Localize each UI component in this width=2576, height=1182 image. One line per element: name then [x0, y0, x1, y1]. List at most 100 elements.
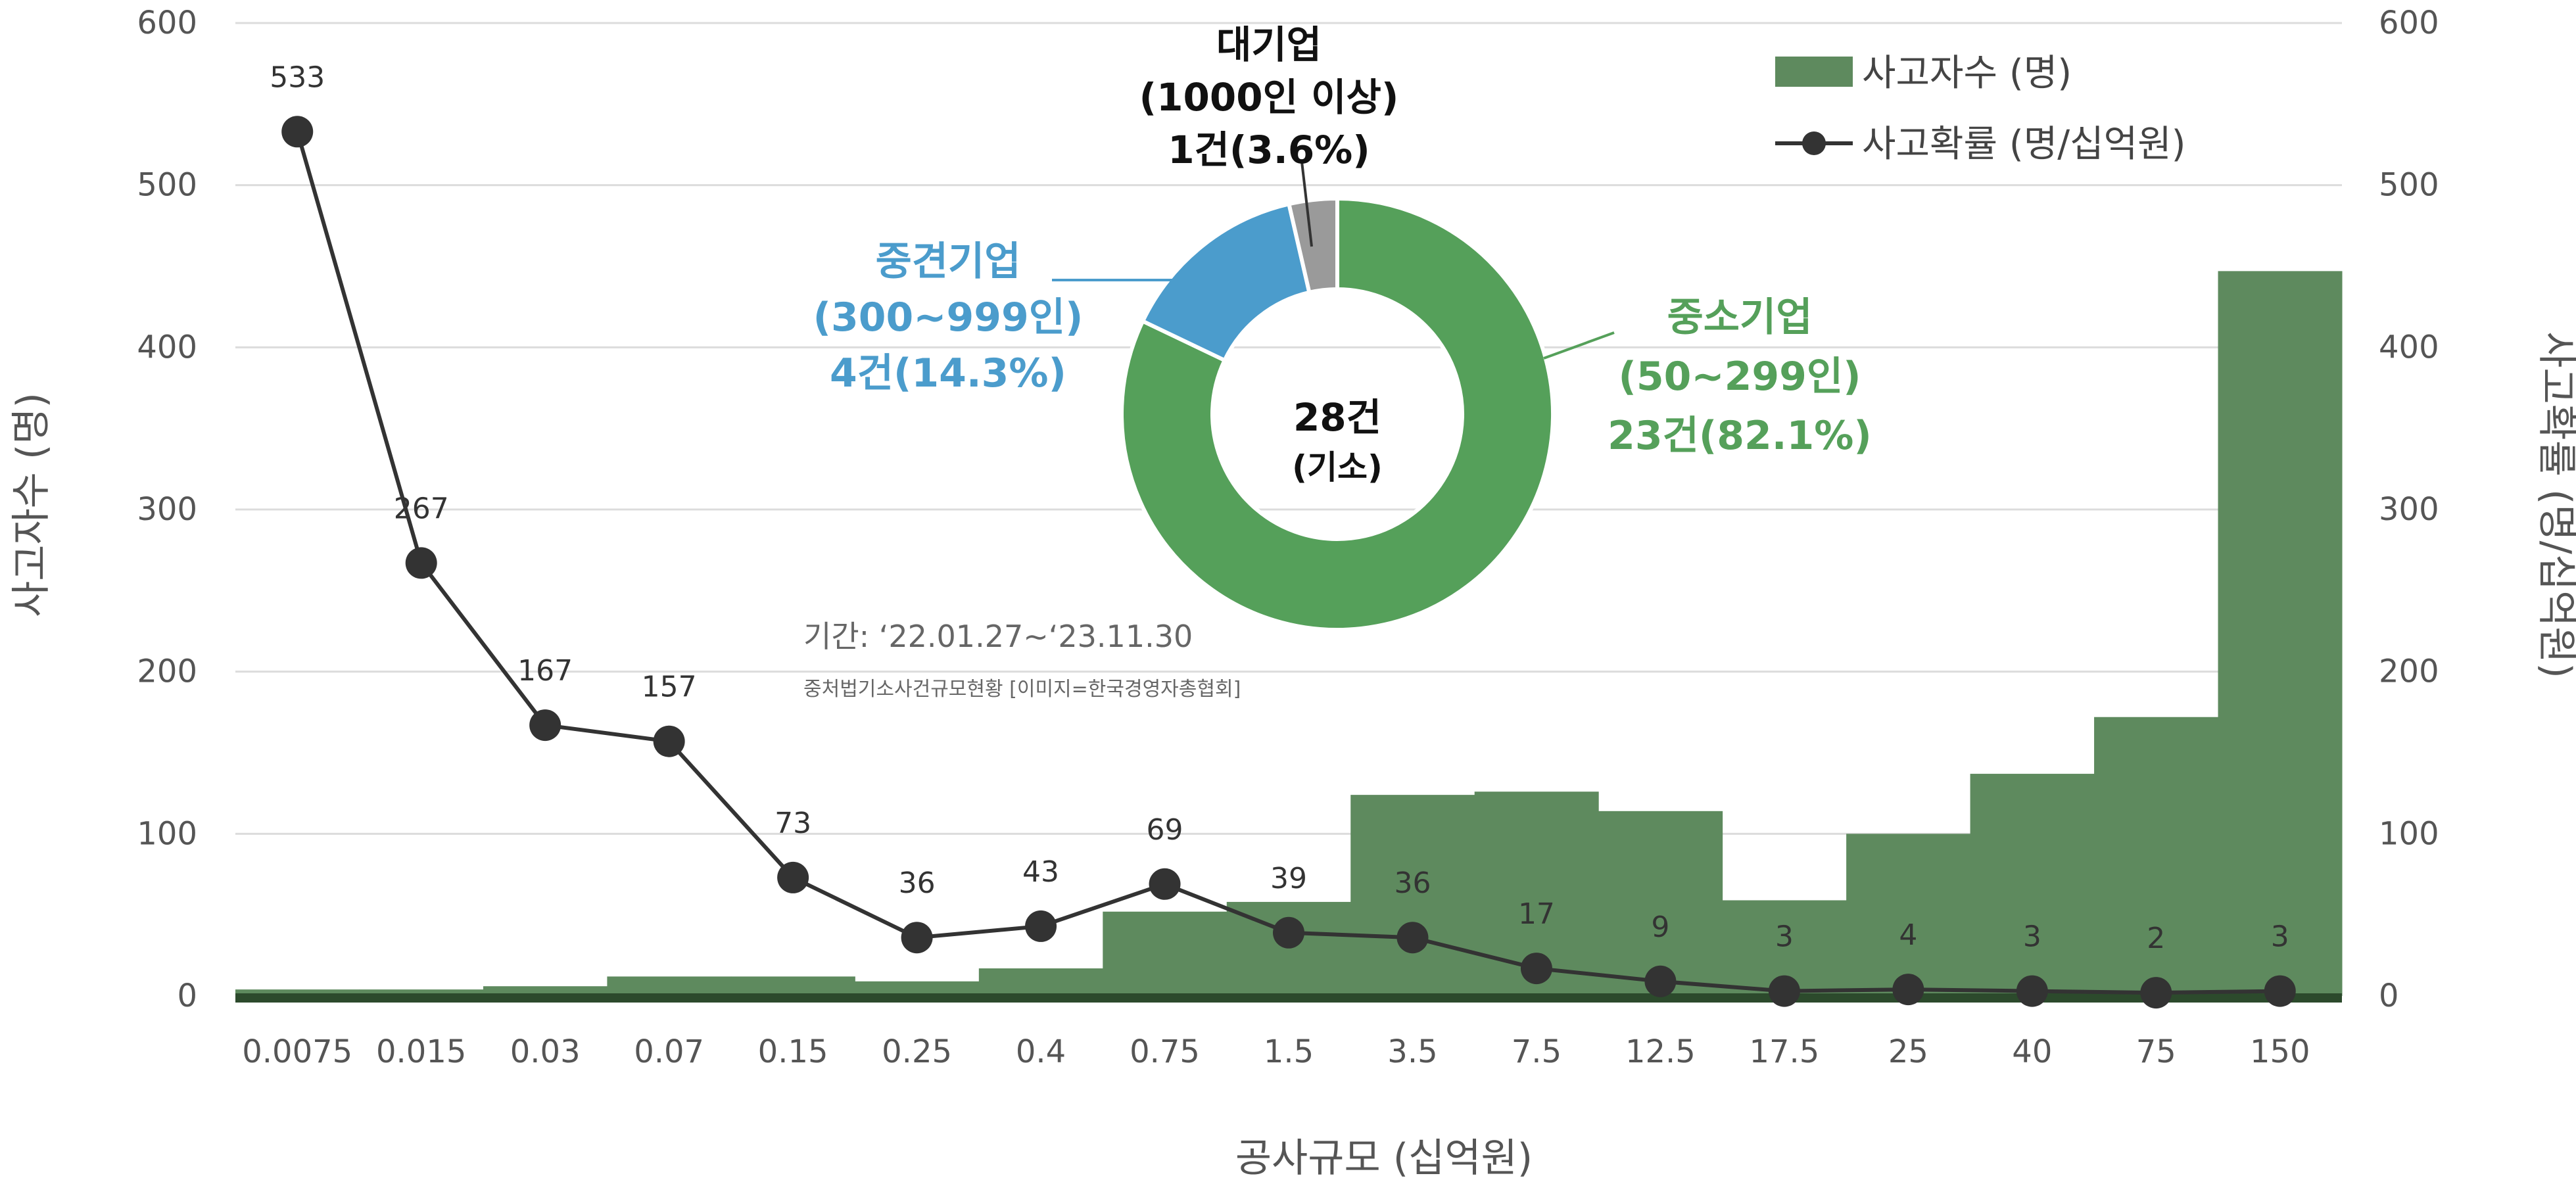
line-point — [1892, 974, 1924, 1006]
x-tick-label: 17.5 — [1749, 1033, 1819, 1070]
line-point — [1396, 922, 1429, 954]
x-tick-label: 0.03 — [510, 1033, 581, 1070]
bar — [978, 968, 1103, 996]
left-y-tick-label: 100 — [137, 815, 197, 852]
legend-line-marker — [1802, 131, 1826, 155]
bar — [607, 976, 732, 996]
donut-center-subtext: (기소) — [1292, 448, 1383, 486]
bar — [359, 989, 484, 996]
line-point — [1520, 953, 1552, 985]
bar — [2094, 717, 2219, 996]
data-label: 3 — [2271, 920, 2289, 954]
donut-slices — [1120, 196, 1555, 632]
x-tick-label: 0.07 — [634, 1033, 704, 1070]
bar — [730, 976, 855, 996]
x-ticks: 0.0075 0.015 0.03 0.07 0.15 0.25 0.4 0.75 1.5 3.5… — [242, 1033, 2310, 1070]
x-tick-label: 0.15 — [758, 1033, 828, 1070]
x-tick-label: 0.25 — [882, 1033, 952, 1070]
data-label: 69 — [1147, 813, 1183, 847]
x-tick-label: 7.5 — [1512, 1033, 1562, 1070]
sme-leader — [1543, 331, 1615, 360]
right-y-tick-label: 400 — [2379, 329, 2439, 366]
legend-bar-label: 사고자수 (명) — [1862, 52, 2072, 95]
sme-detail: (50~299인) — [1618, 354, 1861, 400]
midsize-enterprise-detail: (300~999인) — [813, 295, 1084, 341]
right-y-ticks: 0 100 200 300 400 500 600 — [2379, 5, 2439, 1014]
data-label: 39 — [1270, 862, 1307, 895]
bar-series — [235, 271, 2343, 996]
data-label: 17 — [1518, 897, 1555, 931]
right-y-tick-label: 100 — [2379, 815, 2439, 852]
large-enterprise-value: 1건(3.6%) — [1168, 128, 1370, 172]
bar — [2218, 271, 2343, 996]
inset-donut-chart: 28건 (기소) 대기업 (1000인 이상) 1건(3.6%) 중견기업 (3… — [813, 22, 1872, 632]
data-label: 533 — [270, 60, 325, 94]
bar — [1350, 795, 1475, 996]
baseline-band — [235, 993, 2342, 1003]
line-point — [2016, 975, 2048, 1007]
donut-center-total: 28건 — [1293, 395, 1381, 440]
left-y-tick-label: 300 — [137, 491, 197, 528]
legend-line-label: 사고확률 (명/십억원) — [1862, 123, 2186, 166]
data-label: 43 — [1022, 855, 1059, 889]
line-point — [901, 922, 933, 954]
bar — [1598, 811, 1723, 996]
line-point — [405, 547, 437, 579]
x-axis-baseline — [235, 993, 2342, 1003]
legend-bar-swatch — [1775, 57, 1853, 87]
source-note: 중처법기소사건규모현황 [이미지=한국경영자총협회] — [803, 678, 1241, 701]
left-y-tick-label: 0 — [177, 978, 197, 1014]
left-y-axis-title: 사고자수 (명) — [9, 392, 55, 617]
x-tick-label: 1.5 — [1264, 1033, 1314, 1070]
data-label: 3 — [1775, 920, 1794, 954]
midsize-enterprise-label: 중견기업 — [876, 239, 1021, 285]
line-point — [653, 725, 685, 757]
left-y-tick-label: 400 — [137, 329, 197, 366]
x-tick-label: 150 — [2250, 1033, 2310, 1070]
left-y-tick-label: 500 — [137, 167, 197, 204]
large-enterprise-detail: (1000인 이상) — [1139, 75, 1399, 120]
data-label: 36 — [1394, 866, 1431, 900]
line-point — [777, 861, 809, 893]
bar — [1970, 774, 2095, 996]
x-tick-label: 0.0075 — [242, 1033, 352, 1070]
left-y-tick-label: 600 — [137, 5, 197, 41]
line-point — [529, 709, 561, 742]
data-label: 2 — [2147, 922, 2165, 955]
donut-slice — [1140, 201, 1312, 364]
midsize-enterprise-value: 4건(14.3%) — [830, 350, 1066, 396]
x-axis-title: 공사규모 (십억원) — [1235, 1135, 1533, 1181]
x-tick-label: 40 — [2012, 1033, 2052, 1070]
data-label: 73 — [775, 807, 811, 840]
right-y-tick-label: 300 — [2379, 491, 2439, 528]
period-note: 기간: ‘22.01.27~‘23.11.30 — [803, 619, 1193, 654]
data-label: 9 — [1651, 910, 1669, 944]
line-point — [2140, 977, 2172, 1009]
x-tick-label: 0.4 — [1016, 1033, 1066, 1070]
bar — [1103, 911, 1228, 996]
x-tick-label: 25 — [1888, 1033, 1928, 1070]
x-tick-label: 12.5 — [1625, 1033, 1696, 1070]
right-y-axis-title: 사고확률 (명/십억원) — [2533, 331, 2576, 678]
legend: 사고자수 (명) 사고확률 (명/십억원) — [1775, 52, 2186, 166]
donut-slice — [1120, 196, 1555, 632]
data-label: 157 — [642, 671, 697, 704]
left-y-ticks: 0 100 200 300 400 500 600 — [137, 5, 197, 1014]
data-label: 36 — [899, 866, 936, 900]
x-tick-label: 3.5 — [1387, 1033, 1437, 1070]
bar — [1846, 834, 1971, 996]
line-point — [1768, 975, 1800, 1007]
line-point — [1273, 916, 1304, 949]
line-point — [281, 116, 314, 148]
right-y-tick-label: 600 — [2379, 5, 2439, 41]
large-enterprise-leader — [1300, 161, 1313, 247]
right-y-tick-label: 500 — [2379, 167, 2439, 204]
data-label: 4 — [1899, 918, 1917, 952]
line-point — [1644, 965, 1677, 997]
left-y-tick-label: 200 — [137, 653, 197, 690]
x-tick-label: 0.015 — [376, 1033, 466, 1070]
right-y-tick-label: 0 — [2379, 978, 2399, 1014]
large-enterprise-label: 대기업 — [1216, 22, 1322, 67]
